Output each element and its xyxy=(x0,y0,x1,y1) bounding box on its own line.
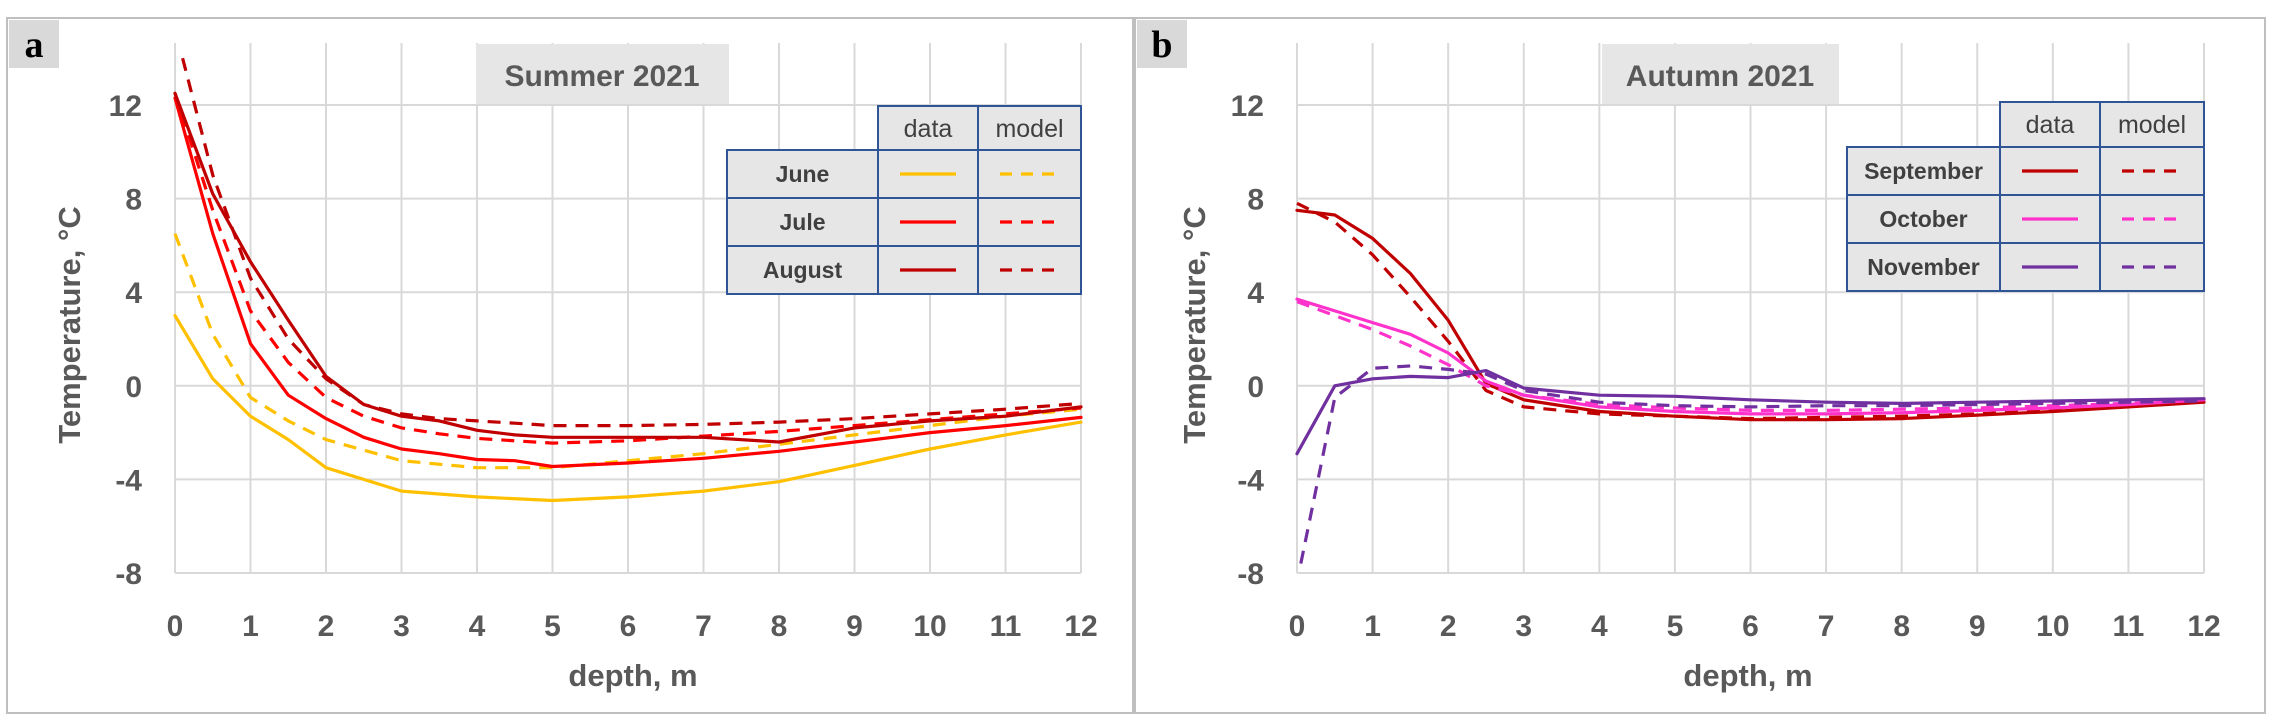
panel-b-xtick-label: 11 xyxy=(2113,610,2145,643)
panel-a-series-august-model xyxy=(181,57,1082,428)
panel-b-series-october-data xyxy=(1295,297,2206,416)
panel-b-xtick-label: 12 xyxy=(2187,610,2220,643)
panel-b-xtick-label: 3 xyxy=(1515,610,1532,643)
panel-a-legend: data model June Jule August xyxy=(726,105,1082,295)
panel-a-xtick-label: 2 xyxy=(318,610,335,643)
panel-a-legend-label-august: August xyxy=(763,257,843,283)
panel-b-series-november-model xyxy=(1299,364,2205,564)
panel-b-ytick-label: -8 xyxy=(1237,558,1264,591)
panel-b-ytick-label: 4 xyxy=(1247,277,1264,310)
panel-b-xtick-label: 4 xyxy=(1591,610,1608,643)
panel-a-ytick-label: 0 xyxy=(125,371,142,404)
panel-a-xtick-label: 4 xyxy=(469,610,486,643)
panel-b-ytick-label: 12 xyxy=(1231,90,1264,123)
panel-b-ytick-label: 8 xyxy=(1247,184,1264,217)
panel-a-letter: a xyxy=(25,24,44,66)
panel-b-xtick-label: 0 xyxy=(1289,610,1306,643)
panel-a-ytick-label: 4 xyxy=(125,277,142,310)
panel-b-title: Autumn 2021 xyxy=(1626,60,1814,93)
panel-b-title-bg xyxy=(1602,44,1839,104)
panel-b-letter-bg xyxy=(1137,20,1187,68)
panel-b-legend-label-november: November xyxy=(1867,254,1980,280)
panel-b-ytick-label: 0 xyxy=(1247,371,1264,404)
panel-b-xtick-label: 6 xyxy=(1742,610,1759,643)
panel-a-series-jule-data xyxy=(173,96,1083,469)
panel-a-ytick-label: -4 xyxy=(115,464,142,497)
panel-a-xlabel: depth, m xyxy=(568,658,697,693)
panel-b-xtick-label: 5 xyxy=(1667,610,1684,643)
panel-b-series-september-model xyxy=(1296,201,2205,421)
panel-a-legend-label-jule: Jule xyxy=(779,209,825,235)
panel-a-ytick-label: 8 xyxy=(125,184,142,217)
panel-b-xlabel: depth, m xyxy=(1683,658,1812,693)
panel-a-xtick-label: 8 xyxy=(771,610,788,643)
panel-a-series-june-data xyxy=(173,314,1083,503)
panel-b-legend-header xyxy=(1999,101,2205,148)
panel-b-legend-label-october: October xyxy=(1879,206,1967,232)
panel-a-ytick-label: 12 xyxy=(109,90,142,123)
panel-a-series-august-data xyxy=(173,91,1083,444)
panel-b-xtick-label: 7 xyxy=(1818,610,1835,643)
panel-b-legend: data model September October November xyxy=(1846,101,2205,292)
panel-b-xtick-label: 2 xyxy=(1440,610,1457,643)
panel-b-ylabel: Temperature, °C xyxy=(1177,206,1212,444)
panel-b-legend-label-september: September xyxy=(1864,158,1983,184)
panel-a-xtick-label: 12 xyxy=(1064,610,1097,643)
panel-b-legend-head-data: data xyxy=(2026,111,2075,139)
panel-a-title: Summer 2021 xyxy=(504,60,699,93)
panel-b-xtick-label: 8 xyxy=(1893,610,1910,643)
panel-a-xtick-label: 3 xyxy=(393,610,410,643)
panel-b-letter: b xyxy=(1151,24,1172,66)
panel-a-xtick-label: 7 xyxy=(695,610,712,643)
panel-a-legend-head-model: model xyxy=(995,115,1063,143)
panel-a-xtick-label: 6 xyxy=(620,610,637,643)
panel-b-series xyxy=(1295,201,2206,564)
panel-a-xtick-label: 1 xyxy=(242,610,259,643)
panel-b-series-october-model xyxy=(1296,300,2205,412)
panel-a-ytick-label: -8 xyxy=(115,558,142,591)
panel-b-xtick-label: 1 xyxy=(1364,610,1381,643)
panel-a-series xyxy=(173,57,1083,503)
panel-b-ytick-label: -4 xyxy=(1237,464,1264,497)
panel-a-xtick-label: 0 xyxy=(167,610,184,643)
panel-a-ylabel: Temperature, °C xyxy=(52,206,87,444)
panel-a-xtick-label: 11 xyxy=(990,610,1022,643)
panel-a-letter-bg xyxy=(9,20,59,68)
panel-a-title-bg xyxy=(476,44,729,104)
panel-a-legend-header xyxy=(877,105,1082,151)
panel-a-xtick-label: 9 xyxy=(846,610,863,643)
panel-b-legend-head-model: model xyxy=(2118,111,2186,139)
panel-a-xtick-label: 10 xyxy=(913,610,946,643)
panel-b-series-november-data xyxy=(1295,369,2206,456)
panel-a-xtick-label: 5 xyxy=(544,610,561,643)
panel-a-legend-label-june: June xyxy=(776,161,830,187)
panel-a-legend-head-data: data xyxy=(904,115,953,143)
panel-b-xtick-label: 10 xyxy=(2036,610,2069,643)
panel-b-xtick-label: 9 xyxy=(1969,610,1986,643)
